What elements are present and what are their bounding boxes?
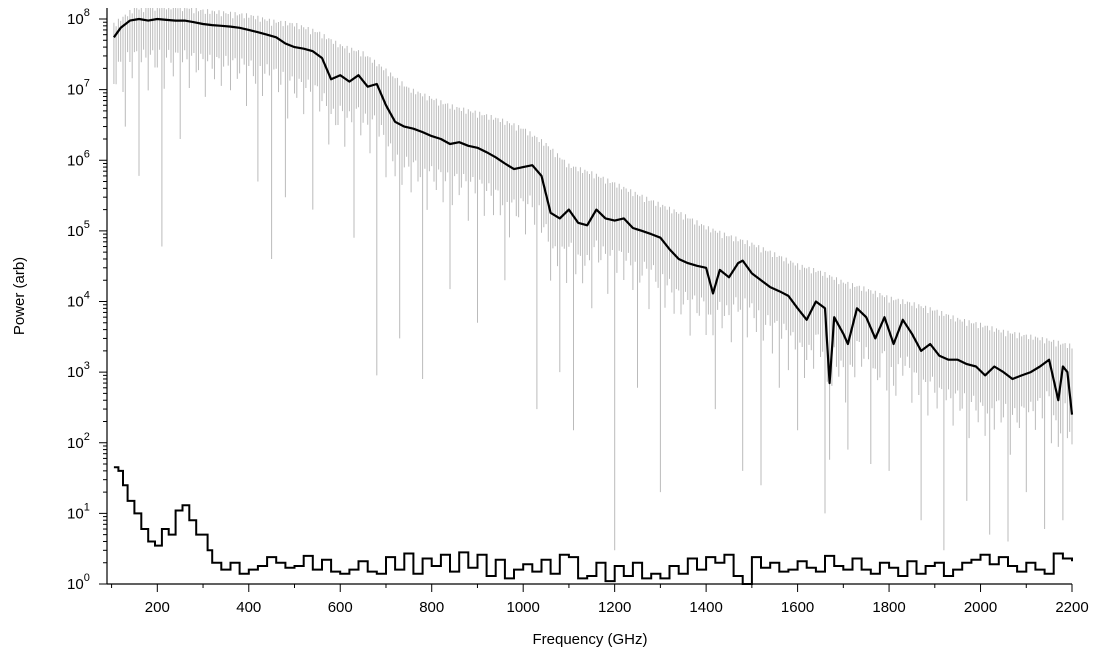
y-tick-label: 108	[67, 7, 90, 28]
smoothed-spectrum-series	[113, 17, 1074, 415]
raw-spectrum-series	[113, 8, 1073, 551]
x-tick-label: 1600	[781, 599, 814, 616]
x-tick-label: 1000	[506, 599, 539, 616]
x-tick-label: 2200	[1055, 599, 1088, 616]
plot-area	[113, 8, 1074, 585]
y-tick-exponent: 2	[84, 431, 90, 443]
y-tick-label: 105	[67, 219, 90, 240]
raw-spectrum-layer	[113, 8, 1073, 551]
y-tick-exponent: 7	[84, 78, 90, 90]
x-tick-label: 1400	[689, 599, 722, 616]
smoothed-lines-layer	[113, 17, 1074, 585]
y-tick-exponent: 4	[84, 290, 90, 302]
y-tick-exponent: 6	[84, 148, 90, 160]
y-tick-label: 102	[67, 431, 90, 452]
baseline-series	[113, 466, 1073, 585]
y-tick-label: 101	[67, 501, 90, 522]
x-tick-label: 1200	[598, 599, 631, 616]
x-tick-label: 800	[419, 599, 444, 616]
x-tick-label: 600	[328, 599, 353, 616]
y-tick-exponent: 5	[84, 219, 90, 231]
x-tick-label: 2000	[964, 599, 997, 616]
y-tick-label: 103	[67, 360, 90, 381]
y-tick-exponent: 3	[84, 360, 90, 372]
y-tick-label: 106	[67, 148, 90, 169]
y-tick-exponent: 0	[84, 572, 90, 584]
x-tick-label: 400	[236, 599, 261, 616]
y-tick-label: 104	[67, 290, 90, 311]
y-tick-exponent: 1	[84, 501, 90, 513]
y-tick-label: 107	[67, 78, 90, 99]
y-tick-label: 100	[67, 572, 90, 593]
y-axis-title: Power (arb)	[11, 257, 28, 335]
x-tick-label: 1800	[872, 599, 905, 616]
x-axis-ticks: 200 400 600 800 1000 1200 1400 1600 1800 2000 2200	[111, 584, 1089, 616]
y-tick-exponent: 8	[84, 7, 90, 19]
x-tick-label: 200	[145, 599, 170, 616]
x-axis-title: Frequency (GHz)	[532, 631, 647, 648]
